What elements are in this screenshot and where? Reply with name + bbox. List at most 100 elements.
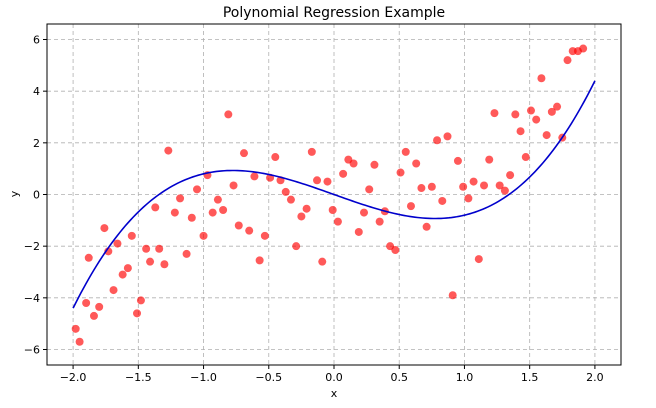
data-point [516,127,525,136]
data-point [118,270,127,279]
data-point [532,115,541,124]
data-point [333,217,342,226]
data-point [142,244,151,253]
data-point [459,182,468,191]
data-point [438,196,447,205]
data-point [123,264,132,273]
y-tick-label: 0 [33,189,40,202]
data-point [360,208,369,217]
data-point [375,217,384,226]
data-point [537,74,546,83]
regression-curve-group [72,80,596,309]
data-point [302,204,311,213]
data-point [433,136,442,145]
data-point [391,246,400,255]
y-tick-label: −2 [24,240,40,253]
data-point [474,255,483,264]
data-point [349,159,358,168]
regression-curve [72,80,596,309]
data-point [245,226,254,235]
data-point [354,227,363,236]
data-point [229,181,238,190]
data-point [547,107,556,116]
data-point [480,181,489,190]
data-point [406,202,415,211]
data-point [453,156,462,165]
data-point [328,206,337,214]
x-tick-label: 0.5 [390,371,408,384]
data-point [307,147,316,156]
data-point [100,224,109,233]
data-point [176,194,185,203]
data-point [250,172,259,181]
data-point [219,206,228,214]
data-point [412,159,421,168]
data-point [95,302,104,311]
data-point [160,260,169,269]
y-tick-label: −6 [24,344,40,357]
data-point [224,110,233,119]
data-point [469,177,478,186]
data-point [443,132,452,141]
data-point [579,44,588,53]
x-tick-label: −0.5 [255,371,282,384]
data-point [365,185,374,194]
x-tick-label: 2.0 [586,371,604,384]
data-point [127,231,136,240]
data-point [286,195,295,204]
y-tick-label: −4 [24,292,40,305]
data-point [281,187,290,196]
data-point [82,299,91,307]
data-point [187,213,196,222]
data-point [401,147,410,156]
data-point [84,253,93,262]
data-point [213,195,222,204]
x-tick-label: 1.0 [456,371,474,384]
data-point [182,249,191,258]
y-tick-label: 6 [33,34,40,47]
x-axis-label: x [331,387,338,400]
x-tick-label: −1.0 [190,371,217,384]
data-point [271,153,280,162]
data-point [422,222,431,231]
data-point [89,311,98,320]
data-point [260,231,269,240]
data-point [133,309,142,318]
y-axis-ticks: −6 −4 −2 0 2 4 6 [24,34,47,357]
data-point [75,337,84,346]
x-tick-label: −2.0 [60,371,87,384]
data-point [427,182,436,191]
data-point [113,239,122,248]
data-point [199,231,208,240]
data-point [255,256,264,265]
data-point [234,221,243,230]
x-axis-ticks: −2.0 −1.5 −1.0 −0.5 0.0 0.5 1.0 1.5 2.0 [60,365,604,384]
scatter-points [71,44,588,346]
data-point [109,286,118,295]
x-tick-label: −1.5 [125,371,152,384]
data-point [464,194,473,203]
data-point [193,185,202,194]
data-point [448,291,457,300]
data-point [208,208,217,217]
data-point [297,212,306,221]
data-point [521,153,530,162]
data-point [500,186,509,195]
data-point [155,244,164,253]
data-point [563,56,572,65]
data-point [417,184,426,193]
y-tick-label: 2 [33,137,40,150]
data-point [495,181,504,190]
data-point [542,131,551,140]
data-point [506,171,515,180]
data-point [292,242,301,251]
data-point [313,176,322,185]
data-point [170,208,179,217]
data-point [485,155,494,164]
data-point [490,109,499,118]
y-tick-label: 4 [33,85,40,98]
data-point [323,177,332,186]
data-point [339,169,348,178]
data-point [146,257,155,266]
